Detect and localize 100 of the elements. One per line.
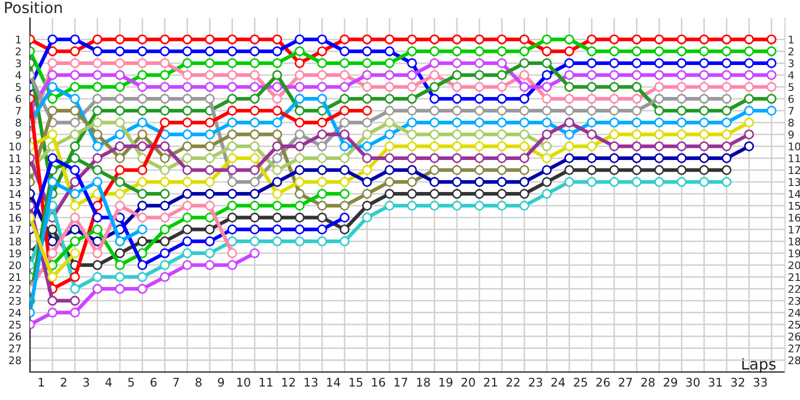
point: [452, 118, 462, 128]
point: [384, 70, 394, 80]
x-tick-label: 4: [105, 378, 112, 387]
point: [430, 106, 440, 116]
point: [317, 129, 328, 140]
point: [496, 94, 507, 104]
point: [430, 141, 440, 152]
point: [160, 46, 170, 56]
point: [70, 94, 80, 104]
point: [227, 212, 238, 223]
point: [340, 141, 350, 152]
point: [48, 236, 58, 246]
point: [766, 58, 776, 68]
point: [699, 153, 710, 164]
point: [48, 106, 58, 116]
point: [227, 248, 238, 258]
point: [204, 188, 215, 199]
point: [250, 153, 260, 164]
point: [519, 141, 530, 152]
point: [496, 118, 507, 128]
point: [317, 82, 328, 92]
point: [496, 188, 507, 199]
point: [204, 141, 215, 152]
y-tick-label: 16: [10, 214, 22, 222]
y2-tick-label: 24: [788, 308, 800, 317]
point: [542, 46, 552, 56]
point: [407, 188, 417, 199]
point: [227, 58, 238, 68]
point: [182, 224, 192, 234]
x-tick-label: 31: [708, 378, 722, 387]
point: [160, 272, 170, 282]
point: [609, 70, 620, 80]
point: [70, 129, 80, 140]
point: [114, 188, 125, 199]
point: [160, 106, 170, 116]
point: [114, 34, 125, 44]
point: [722, 118, 732, 128]
point: [609, 165, 620, 175]
point: [452, 94, 462, 104]
point: [272, 212, 282, 223]
point: [676, 82, 687, 92]
point: [676, 34, 687, 44]
point: [137, 224, 148, 234]
point: [294, 153, 305, 164]
point: [204, 212, 215, 223]
point: [362, 200, 372, 211]
point: [160, 153, 170, 164]
point: [519, 129, 530, 140]
point: [586, 46, 597, 56]
point: [70, 224, 80, 234]
point: [48, 82, 58, 92]
point: [160, 118, 170, 128]
x-tick-label: 27: [618, 378, 632, 387]
point: [722, 165, 732, 175]
x-tick-label: 17: [394, 378, 408, 387]
point: [654, 34, 664, 44]
point: [407, 82, 417, 92]
point: [317, 177, 328, 187]
point: [92, 153, 102, 164]
point: [204, 58, 215, 68]
point: [430, 94, 440, 104]
point: [137, 129, 148, 140]
point: [272, 188, 282, 199]
y-tick-label: 5: [16, 83, 21, 92]
point: [294, 94, 305, 104]
point: [204, 248, 215, 258]
y2-tick-label: 1: [788, 36, 794, 44]
point: [317, 141, 328, 152]
point: [182, 129, 192, 140]
y2-tick-label: 15: [788, 202, 800, 210]
point: [70, 141, 80, 152]
point: [160, 224, 170, 234]
point: [340, 106, 350, 116]
y-tick-label: 8: [16, 118, 21, 127]
point: [70, 165, 80, 175]
point: [744, 70, 754, 80]
point: [609, 129, 620, 140]
point: [160, 188, 170, 199]
point: [430, 70, 440, 80]
point: [160, 236, 170, 246]
point: [160, 94, 170, 104]
x-tick-label: 5: [128, 378, 134, 387]
point: [452, 141, 462, 152]
point: [519, 58, 530, 68]
y2-tick-label: 14: [788, 190, 800, 198]
y2-tick-label: 5: [788, 83, 794, 92]
point: [340, 129, 350, 140]
point: [317, 94, 328, 104]
point: [699, 70, 710, 80]
point: [564, 177, 574, 187]
point: [722, 94, 732, 104]
point: [227, 177, 238, 187]
point: [384, 106, 394, 116]
point: [250, 165, 260, 175]
x-tick-label: 26: [596, 378, 610, 387]
y-tick-label: 3: [16, 59, 21, 68]
point: [182, 34, 192, 44]
point: [676, 106, 687, 116]
point: [654, 165, 664, 175]
point: [340, 200, 350, 211]
